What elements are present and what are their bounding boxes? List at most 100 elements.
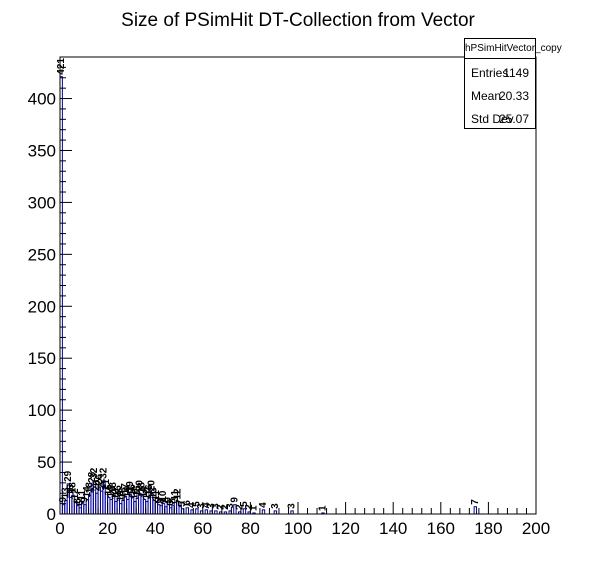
bin-count-label: 18: [137, 482, 148, 494]
bin-count-label: 18: [84, 482, 95, 494]
bin-count-label: 16: [127, 484, 138, 496]
bin-count-label: 8: [168, 498, 179, 504]
bin-count-label: 9: [153, 497, 164, 503]
bin-count-label: 12: [142, 488, 153, 500]
bin-count-label: 18: [108, 482, 119, 494]
bin-count-label: 2: [220, 504, 231, 510]
bin-count-label: 29: [63, 470, 74, 482]
bin-count-label: 21: [101, 479, 112, 491]
bin-count-label: 13: [118, 487, 129, 499]
x-tick-label: 100: [284, 519, 312, 538]
y-tick-label: 0: [47, 505, 56, 524]
bin-count-label: 4: [187, 502, 198, 508]
bin-count-label: 32: [89, 467, 100, 479]
bin-count-label: 9: [58, 497, 69, 503]
bin-count-label: 6: [75, 500, 86, 506]
stats-stddev-value: 25.07: [498, 112, 529, 126]
bin-count-label: 2: [244, 504, 255, 510]
x-tick-label: 140: [379, 519, 407, 538]
bin-count-label: 1: [249, 505, 260, 511]
histogram-bar: [473, 506, 477, 515]
bin-count-label: 2: [234, 504, 245, 510]
histogram-bar: [261, 509, 266, 515]
stats-entries-row: Entries 1149: [471, 61, 529, 85]
bin-count-label: 5: [177, 501, 188, 507]
bin-count-label: 11: [170, 490, 181, 501]
bin-count-label: 8: [156, 498, 167, 504]
y-tick-label: 400: [28, 90, 56, 109]
bin-count-label: 3: [225, 503, 236, 509]
x-tick-label: 40: [146, 519, 165, 538]
bin-count-label: 20: [146, 480, 157, 492]
bin-count-label: 26: [94, 473, 105, 485]
bin-count-label: 32: [99, 467, 110, 479]
bin-count-label: 18: [68, 482, 79, 494]
stats-mean-value: 20.33: [498, 89, 529, 103]
bin-count-label: 3: [211, 503, 222, 509]
bin-count-label: 14: [122, 486, 133, 498]
bin-count-label: 3: [206, 503, 217, 509]
bin-count-label: 16: [144, 484, 155, 496]
chart-title: Size of PSimHit DT-Collection from Vecto…: [121, 10, 475, 31]
stats-box: hPSimHitVector_copy Entries 1149 Mean 20…: [464, 38, 562, 131]
bin-count-label: 16: [103, 484, 114, 496]
bin-count-label: 22: [96, 478, 107, 490]
stats-histogram-name: hPSimHitVector_copy: [465, 39, 562, 59]
x-tick-label: 200: [522, 519, 550, 538]
y-tick-label: 200: [28, 297, 56, 316]
y-tick-label: 150: [28, 349, 56, 368]
bin-count-label: 13: [61, 487, 72, 499]
y-tick-label: 350: [28, 141, 56, 160]
bin-count-label: 16: [65, 484, 76, 496]
bin-count-label: 12: [70, 488, 81, 500]
bin-count-label: 13: [149, 487, 160, 499]
histogram-bars: [59, 76, 477, 515]
y-tick-label: 300: [28, 193, 56, 212]
bin-count-label: 19: [125, 481, 136, 493]
bin-count-label: 6: [165, 500, 176, 506]
y-tick-label: 100: [28, 401, 56, 420]
bin-count-label: 7: [470, 499, 481, 505]
bin-count-label: 14: [106, 486, 117, 498]
stats-mean-row: Mean 20.33: [471, 84, 529, 108]
y-tick-label: 50: [37, 453, 56, 472]
bin-count-label: 15: [113, 485, 124, 497]
x-tick-label: 160: [427, 519, 455, 538]
x-tick-label: 120: [331, 519, 359, 538]
bin-count-label: 20: [134, 480, 145, 492]
x-tick-label: 60: [193, 519, 212, 538]
bin-count-label: 7: [161, 499, 172, 505]
bin-count-label: 421: [56, 58, 67, 75]
y-axis: 0 50 100 150 200 250 300 350 400: [28, 56, 72, 524]
x-tick-label: 180: [474, 519, 502, 538]
bin-count-label: 4: [201, 502, 212, 508]
x-tick-label: 20: [98, 519, 117, 538]
bin-count-label: 14: [139, 486, 150, 498]
bin-count-label: 11: [151, 490, 162, 501]
bin-count-label: 3: [270, 503, 281, 509]
bin-count-label: 3: [287, 503, 298, 509]
bin-count-label: 9: [230, 497, 241, 503]
bin-count-label: 12: [172, 488, 183, 500]
bin-count-label: 3: [196, 503, 207, 509]
bin-count-label: 11: [77, 490, 88, 501]
y-tick-label: 250: [28, 245, 56, 264]
bin-count-label: 5: [191, 501, 202, 507]
x-tick-label: 0: [55, 519, 64, 538]
bin-count-label: 15: [132, 485, 143, 497]
bin-count-label: 2: [215, 504, 226, 510]
x-axis: 0 20 40 60 80 100 120 140 160 180 200: [55, 502, 550, 538]
bin-count-label: 8: [72, 498, 83, 504]
bin-count-label: 9: [80, 497, 91, 503]
stats-entries-label: Entries: [471, 66, 509, 80]
stats-stddev-row: Std Dev 25.07: [471, 107, 529, 131]
bin-count-label: 4: [258, 502, 269, 508]
bin-count-label: 5: [239, 501, 250, 507]
bin-count-label: 10: [115, 490, 126, 502]
bin-count-label: 14: [82, 486, 93, 498]
bin-count-label: 12: [130, 488, 141, 500]
bin-count-label: 1: [318, 505, 329, 511]
bin-count-labels: 4219132916181286119141828322026223221161…: [56, 58, 481, 511]
bin-count-label: 17: [120, 483, 131, 495]
